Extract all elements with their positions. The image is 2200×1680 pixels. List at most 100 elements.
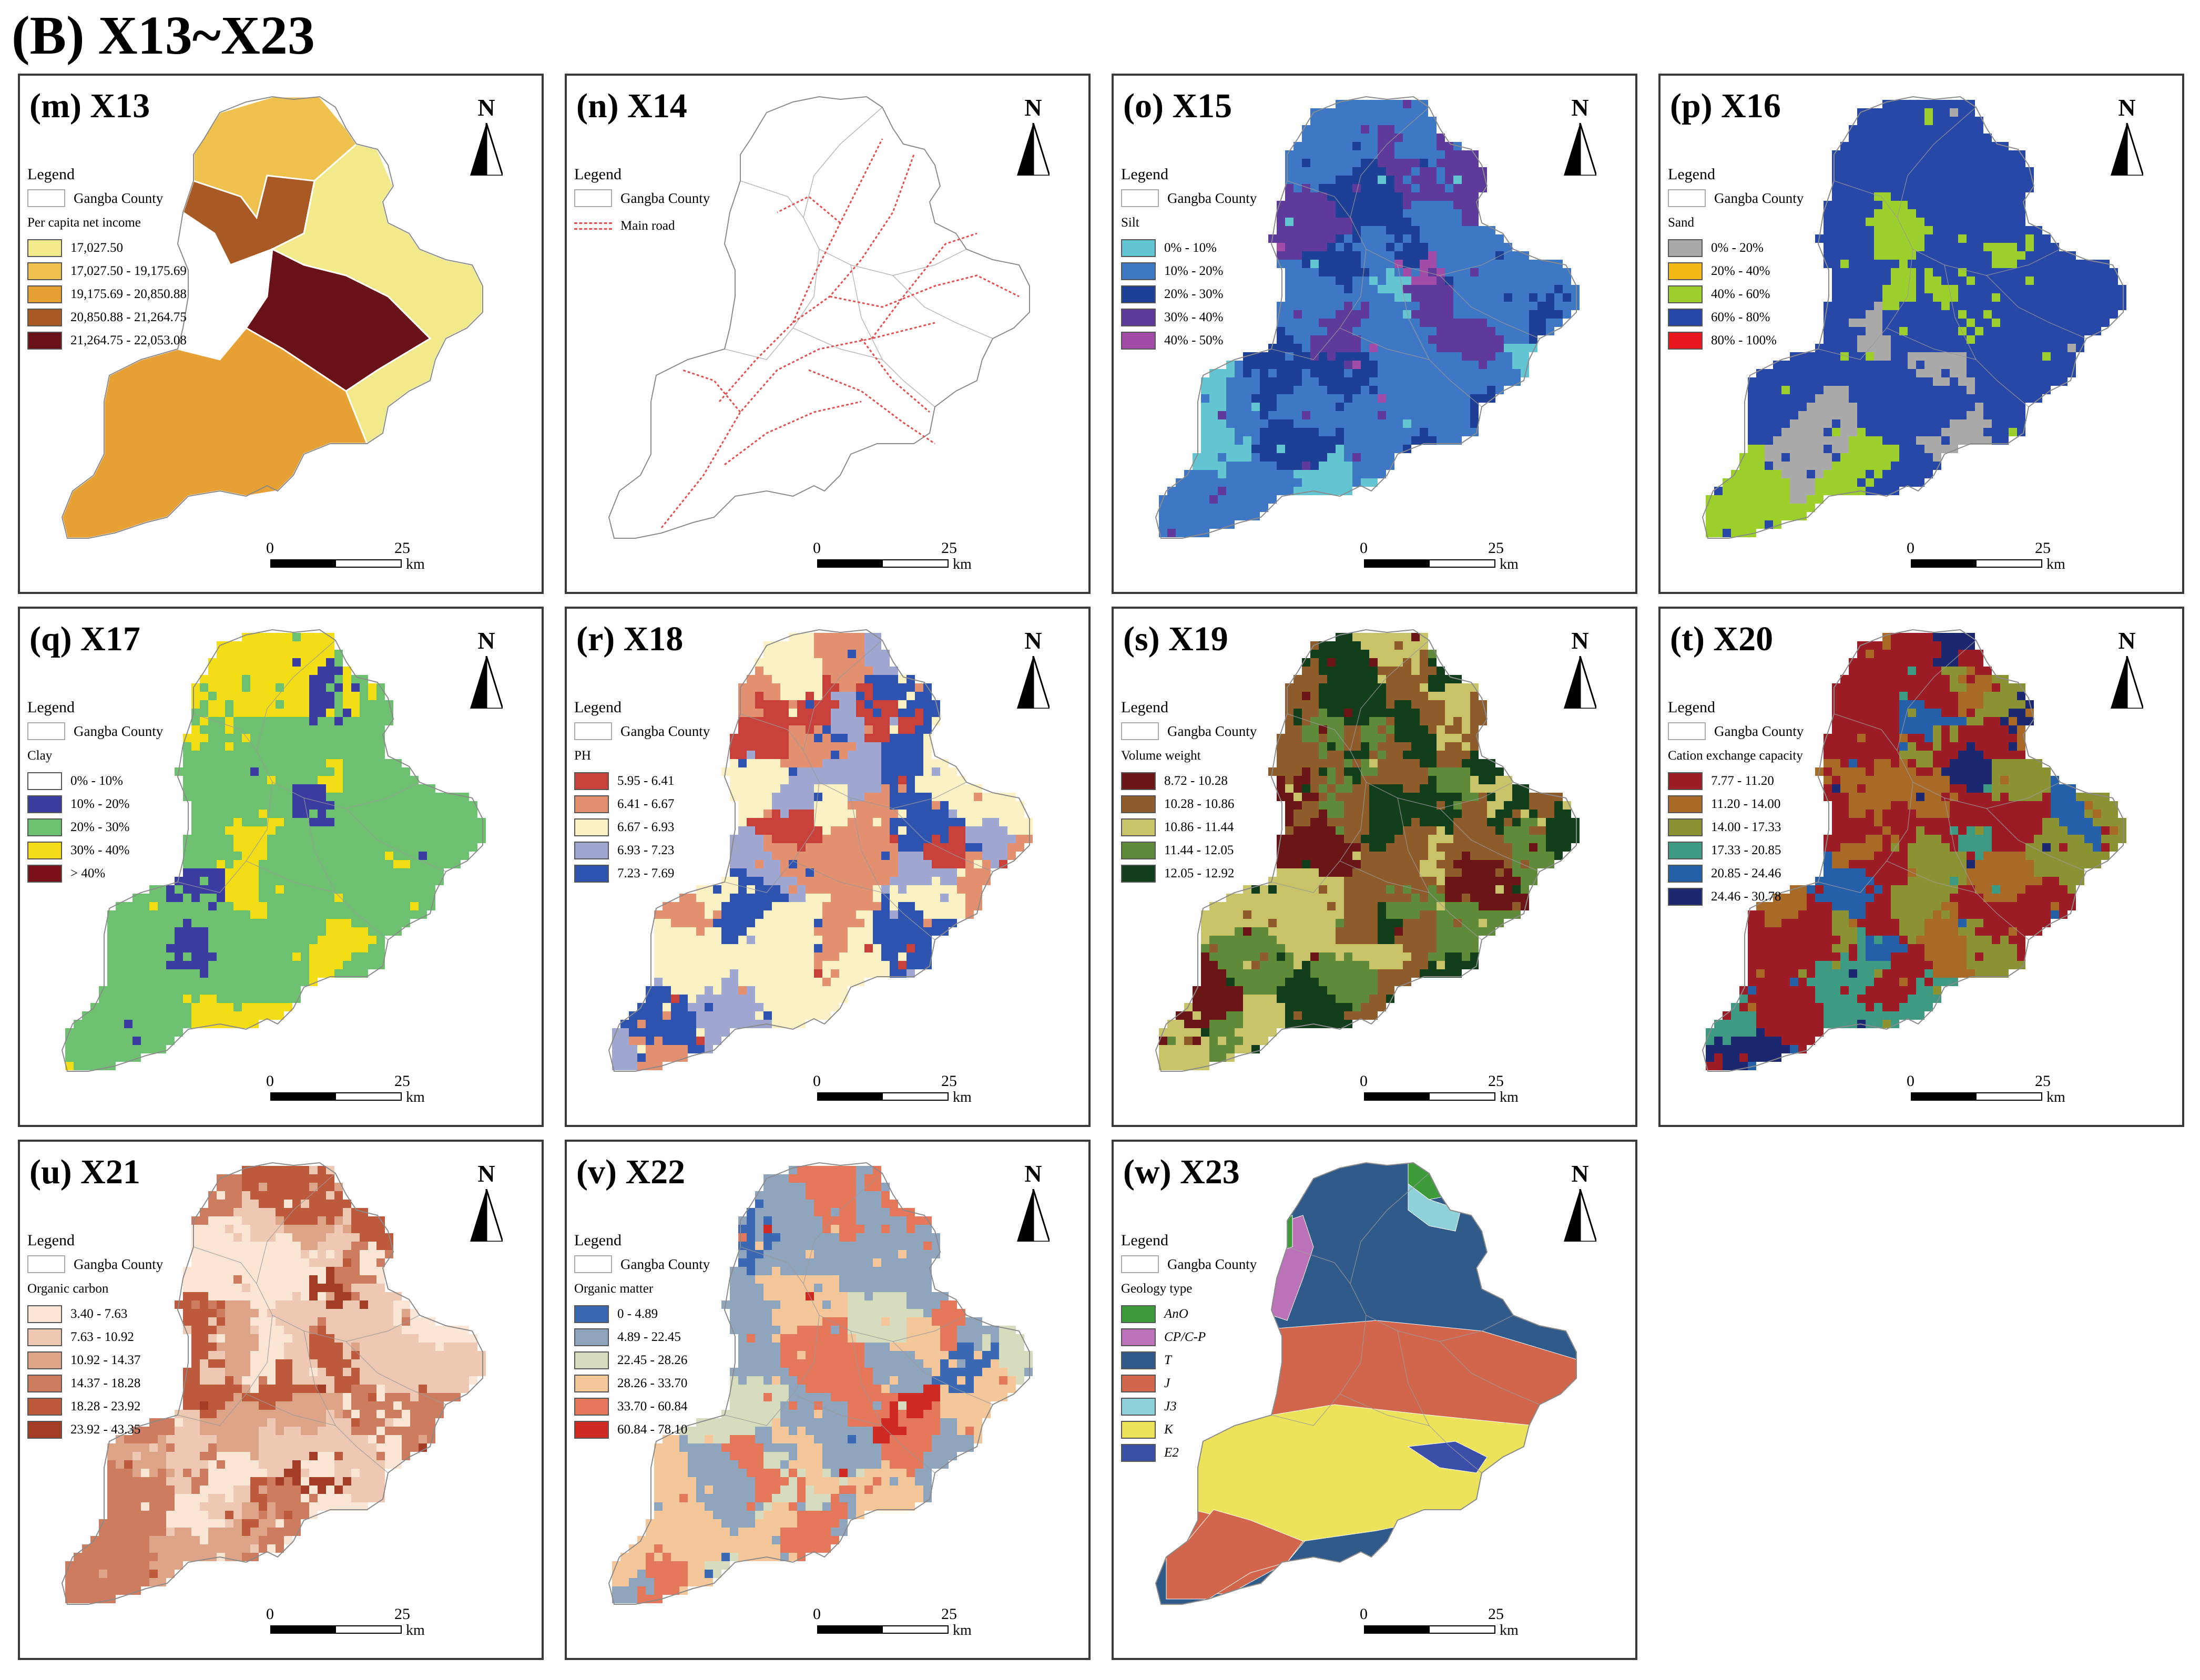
legend-swatch [27,772,62,790]
legend-class-entry: 24.46 - 30.78 [1668,885,1804,908]
district-boundaries [1818,107,2087,407]
legend-class-label: 20.85 - 24.46 [1711,866,1781,880]
legend-swatch [1121,262,1156,280]
legend-class-entry: 11.44 - 12.05 [1121,839,1257,862]
panel-title: (t) X20 [1670,620,1774,658]
legend-swatch [1668,818,1703,836]
legend-swatch [1668,888,1703,906]
legend-heading: Legend [1121,166,1168,183]
legend-swatch [1668,285,1703,303]
county-boundary [1155,1162,1577,1605]
legend-swatch [1121,1444,1156,1462]
legend-swatch [1668,262,1703,280]
legend-subtitle: Cation exchange capacity [1668,749,1803,763]
scale-tick-end: 25 [394,1605,410,1623]
scale-bar-graphic [1364,1092,1495,1101]
scale-tick-start: 0 [813,539,821,557]
legend-class-entry: 8.72 - 10.28 [1121,770,1257,793]
legend-class-label: 40% - 60% [1711,287,1770,301]
scale-bar-graphic [1364,559,1495,568]
legend-class-entry: 20,850.88 - 21,264.75 [27,306,187,329]
legend-class-label: 17,027.50 [70,241,123,255]
legend-class-label: 60% - 80% [1711,310,1770,324]
scale-bar-graphic [270,1092,402,1101]
legend-boundary-entry: Gangba County [574,722,710,740]
legend-swatch [574,842,609,859]
county-boundary [61,96,483,539]
north-label: N [1571,627,1589,654]
legend-class-entry: CP/C-P [1121,1326,1257,1349]
legend-class-label: AnO [1164,1307,1188,1321]
scale-tick-end: 25 [394,1072,410,1090]
legend-swatch [1121,1305,1156,1323]
legend-boundary-entry: Gangba County [574,1255,710,1273]
legend-class-entry: 7.63 - 10.92 [27,1326,163,1349]
legend-boundary-entry: Gangba County [1121,722,1257,740]
scale-tick-end: 25 [2035,1072,2051,1090]
legend-class-label: 10.28 - 10.86 [1164,797,1235,811]
district-boundaries [724,640,993,940]
legend-class-entry: 6.93 - 7.23 [574,839,710,862]
figure-title: (B) X13~X23 [12,5,315,66]
legend-class-entry: 60% - 80% [1668,306,1804,329]
district-boundaries [177,1173,446,1473]
legend-swatch [574,1398,609,1416]
legend-class-entry: 28.26 - 33.70 [574,1372,710,1395]
scale-tick-end: 25 [941,539,957,557]
legend-boundary-entry: Gangba County [27,1255,163,1273]
panel-title: (q) X17 [29,620,140,658]
legend-class-label: 11.44 - 12.05 [1164,843,1234,857]
map-legend: Legend Gangba County Per capita net income… [27,166,187,352]
map-canvas [1155,96,1580,539]
scale-tick-end: 25 [1488,1605,1504,1623]
boundary-swatch [1121,722,1159,740]
scale-bar: 0 25 km [1907,539,2065,581]
map-panel-n: (n) X14 Legend Gangba County Main road N 0 25 k… [565,74,1091,594]
legend-swatch [1121,795,1156,813]
legend-class-label: 10.86 - 11.44 [1164,820,1234,834]
scale-bar-graphic [1911,1092,2042,1101]
legend-class-label: 40% - 50% [1164,333,1224,347]
scale-bar: 0 25 km [266,1072,425,1114]
legend-class-label: 7.63 - 10.92 [70,1330,134,1344]
legend-swatch [1121,1351,1156,1369]
district-boundaries [1271,1173,1540,1473]
legend-class-label: 24.46 - 30.78 [1711,889,1781,904]
panel-title: (m) X13 [29,87,150,125]
scale-tick-start: 0 [1907,539,1914,557]
legend-class-label: 19,175.69 - 20,850.88 [70,287,187,301]
map-legend: Legend Gangba County PH 5.95 - 6.41 6.41 - 6… [574,699,710,885]
north-arrow-icon: N [463,628,510,712]
boundary-label: Gangba County [1714,723,1804,739]
raster-cells [1706,633,2126,1070]
county-boundary [1702,96,2124,539]
legend-heading: Legend [27,1232,75,1249]
legend-class-label: 6.41 - 6.67 [617,797,675,811]
scale-tick-end: 25 [394,539,410,557]
legend-class-label: 20% - 40% [1711,264,1770,278]
map-canvas [608,629,1033,1072]
legend-class-label: 30% - 40% [1164,310,1224,324]
scale-bar: 0 25 km [1907,1072,2065,1114]
legend-heading: Legend [1121,699,1168,716]
legend-class-entry: 20% - 30% [1121,283,1257,306]
scale-tick-end: 25 [1488,539,1504,557]
scale-bar: 0 25 km [1360,1605,1519,1647]
legend-class-label: 23.92 - 43.35 [70,1422,141,1437]
legend-class-label: 0% - 10% [70,774,123,788]
legend-class-label: 20,850.88 - 21,264.75 [70,310,187,324]
legend-class-entry: > 40% [27,862,163,885]
legend-class-entry: T [1121,1349,1257,1372]
boundary-swatch [27,189,65,207]
scale-unit: km [953,556,972,572]
scale-bar: 0 25 km [1360,1072,1519,1114]
legend-swatch [574,818,609,836]
legend-swatch [1668,842,1703,859]
legend-class-entry: 23.92 - 43.35 [27,1418,163,1441]
legend-heading: Legend [574,166,622,183]
legend-class-entry: K [1121,1418,1257,1441]
map-panel-m: (m) X13 Legend Gangba County Per capita net… [18,74,544,594]
map-panel-p: (p) X16 Legend Gangba County Sand 0% - 20% 20… [1658,74,2184,594]
boundary-swatch [1668,722,1706,740]
legend-class-entry: 3.40 - 7.63 [27,1303,163,1326]
